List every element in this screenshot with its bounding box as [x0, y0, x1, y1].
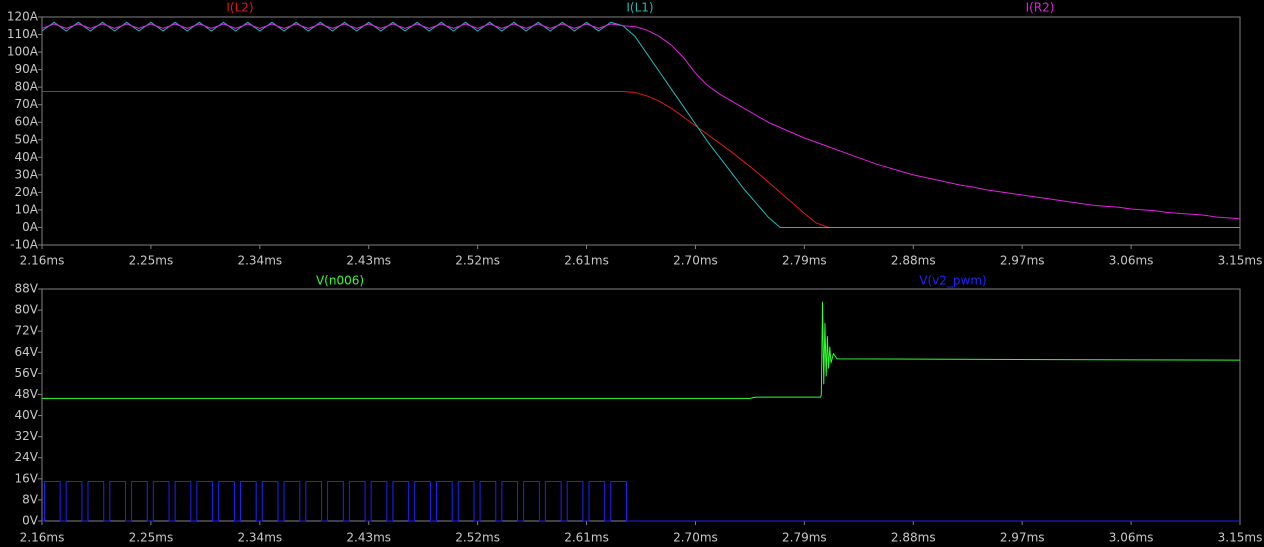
x-tick-label: 2.25ms — [129, 531, 174, 545]
legend-label: I(R2) — [1026, 1, 1055, 15]
x-tick-label: 2.43ms — [346, 531, 391, 545]
y-tick-label: 60A — [15, 115, 39, 129]
x-tick-label: 3.06ms — [1109, 531, 1154, 545]
trace — [42, 91, 1240, 228]
y-tick-label: 80V — [15, 303, 39, 317]
plot-frame — [41, 288, 1241, 522]
x-tick-label: 2.34ms — [237, 254, 282, 268]
x-tick-label: 3.15ms — [1218, 254, 1263, 268]
plot-frame — [41, 16, 1241, 246]
trace — [41, 23, 1241, 220]
legend-label: I(L2) — [226, 1, 253, 15]
y-tick-label: 100A — [7, 45, 39, 59]
y-tick-label: 90A — [15, 62, 39, 76]
x-tick-label: 2.79ms — [782, 531, 827, 545]
legend-label: I(L1) — [626, 1, 653, 15]
plot-pane: -10A 0A 10A 20A 30A 40A 50A 60A 70A 80A 90A 100A 110… — [7, 1, 1262, 268]
x-tick-label: 2.25ms — [129, 254, 174, 268]
y-tick-label: 40V — [15, 408, 39, 422]
x-tick-label: 2.88ms — [891, 254, 936, 268]
y-tick-label: 56V — [15, 366, 39, 380]
plot-pane: 0V 8V 16V 24V 32V 40V 48V 56V 64V 72V 80V 88V 2.16ms… — [15, 274, 1263, 545]
y-tick-label: 50A — [15, 132, 39, 146]
y-tick-label: 48V — [15, 387, 39, 401]
y-tick-label: 64V — [15, 345, 39, 359]
y-tick-label: 20A — [15, 185, 39, 199]
x-tick-label: 2.70ms — [673, 531, 718, 545]
y-tick-label: 70A — [15, 97, 39, 111]
x-tick-label: 2.43ms — [346, 254, 391, 268]
x-tick-label: 3.15ms — [1218, 531, 1263, 545]
y-tick-label: 80A — [15, 80, 39, 94]
x-tick-label: 2.97ms — [1000, 531, 1045, 545]
y-tick-label: 32V — [15, 429, 39, 443]
y-tick-label: 10A — [15, 202, 39, 216]
x-tick-label: 2.88ms — [891, 531, 936, 545]
x-tick-label: 2.70ms — [673, 254, 718, 268]
legend-label: V(v2_pwm) — [919, 274, 986, 288]
x-tick-label: 2.16ms — [20, 531, 65, 545]
y-tick-label: 88V — [15, 282, 39, 296]
x-tick-label: 2.52ms — [455, 531, 500, 545]
y-tick-label: 16V — [15, 471, 39, 485]
y-tick-label: -10A — [10, 238, 39, 252]
x-tick-label: 2.61ms — [564, 531, 609, 545]
x-tick-label: 2.61ms — [564, 254, 609, 268]
trace — [41, 21, 1240, 228]
x-tick-label: 2.16ms — [20, 254, 65, 268]
trace — [42, 480, 1240, 522]
trace — [42, 301, 1241, 399]
y-tick-label: 30A — [15, 167, 39, 181]
x-tick-label: 3.06ms — [1109, 254, 1154, 268]
x-tick-label: 2.79ms — [782, 254, 827, 268]
y-tick-label: 120A — [7, 10, 39, 24]
y-tick-label: 110A — [7, 27, 39, 41]
y-tick-label: 40A — [15, 150, 39, 164]
legend-label: V(n006) — [316, 274, 364, 288]
y-tick-label: 24V — [15, 450, 39, 464]
y-tick-label: 72V — [15, 324, 39, 338]
x-tick-label: 2.97ms — [1000, 254, 1045, 268]
x-tick-label: 2.52ms — [455, 254, 500, 268]
y-tick-label: 0A — [22, 220, 39, 234]
y-tick-label: 0V — [22, 514, 39, 528]
x-tick-label: 2.34ms — [237, 531, 282, 545]
y-tick-label: 8V — [22, 492, 39, 506]
